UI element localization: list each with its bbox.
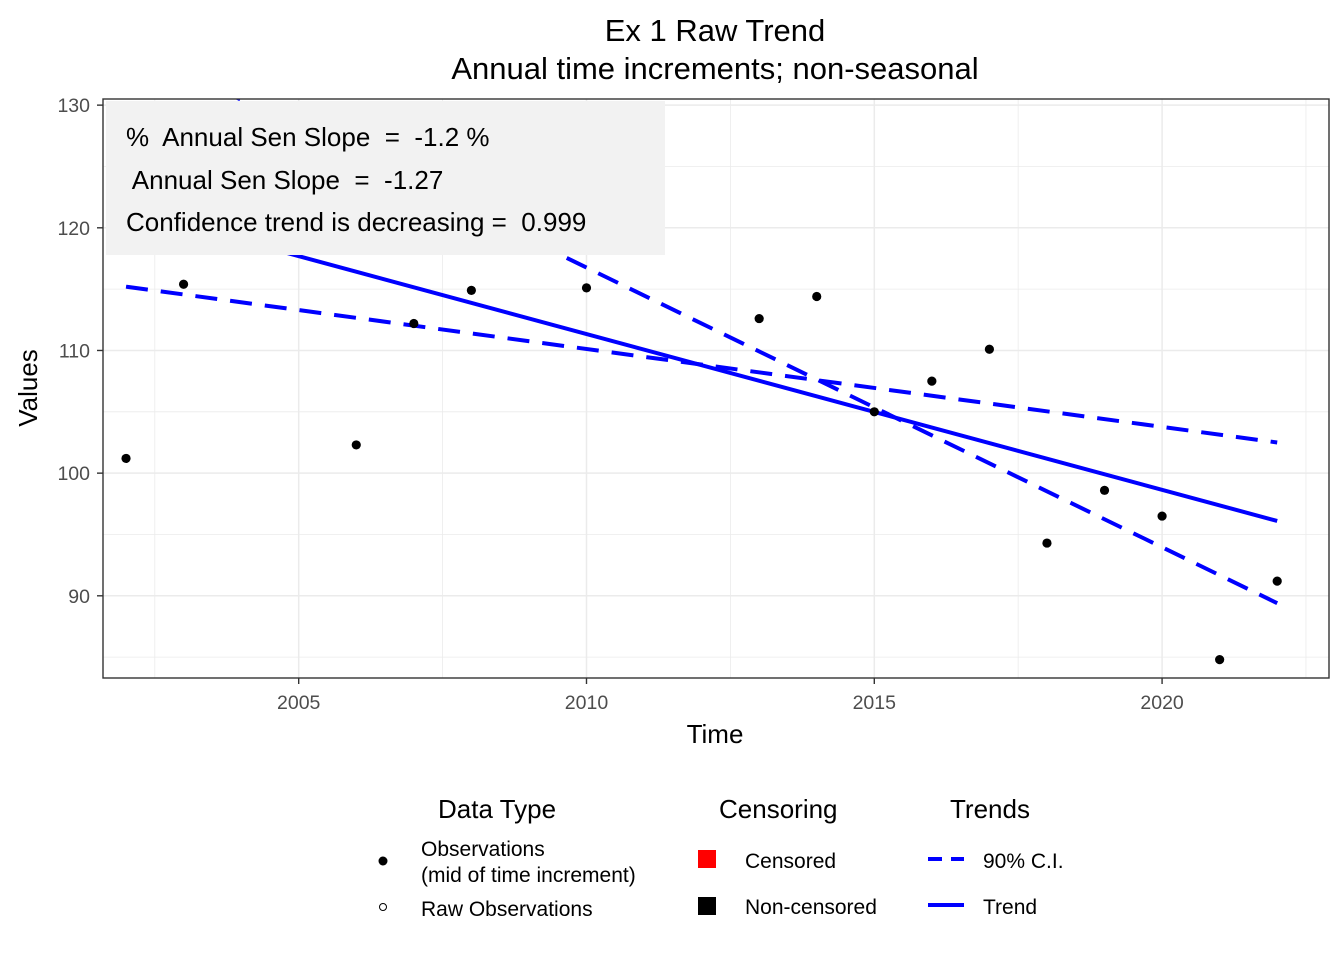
observation-point <box>121 453 131 464</box>
legend-data-type: Data Type Observations (mid of time incr… <box>378 794 636 921</box>
y-axis-title: Values <box>13 349 43 427</box>
observation-point <box>466 285 476 295</box>
annotation-line-1: % Annual Sen Slope = -1.2 % <box>126 122 490 152</box>
legend-censored-key <box>698 850 716 868</box>
legend-title-trends: Trends <box>950 794 1030 824</box>
annotation-line-2: Annual Sen Slope = -1.27 <box>126 165 443 195</box>
x-tick-label: 2005 <box>277 692 321 714</box>
legend-censoring: Censoring Censored Non-censored <box>698 794 877 919</box>
legend-censored-label: Censored <box>745 850 836 873</box>
legend-raw-observations-label: Raw Observations <box>421 898 593 921</box>
y-axis: 90 100 110 120 130 <box>57 95 103 608</box>
x-tick-label: 2020 <box>1140 692 1184 714</box>
y-tick-label: 120 <box>57 218 90 240</box>
legend-observations-label: Observations <box>421 838 545 861</box>
observation-point <box>1272 576 1282 586</box>
observation-point <box>869 407 879 417</box>
legend-observations-label-2: (mid of time increment) <box>421 864 636 887</box>
legend-ci-label: 90% C.I. <box>983 850 1064 873</box>
observation-point <box>1215 654 1225 665</box>
legend: Data Type Observations (mid of time incr… <box>378 794 1064 921</box>
x-tick-label: 2010 <box>565 692 609 714</box>
x-axis: 2005 2010 2015 2020 <box>277 678 1184 714</box>
y-tick-label: 110 <box>59 340 90 362</box>
observation-point <box>1099 485 1110 495</box>
chart-title: Ex 1 Raw Trend <box>605 13 826 48</box>
annotation-box: % Annual Sen Slope = -1.2 % Annual Sen S… <box>106 101 665 255</box>
legend-title-data-type: Data Type <box>438 794 556 824</box>
observation-point <box>984 344 995 354</box>
observation-points <box>121 279 1282 665</box>
observation-point <box>409 318 419 329</box>
legend-trend-label: Trend <box>983 896 1037 919</box>
legend-observations-key <box>378 856 388 866</box>
chart-subtitle: Annual time increments; non-seasonal <box>451 51 978 86</box>
observation-point <box>1157 511 1167 521</box>
legend-title-censoring: Censoring <box>719 794 838 824</box>
annotation-line-3: Confidence trend is decreasing = 0.999 <box>126 207 586 237</box>
y-tick-label: 100 <box>57 463 90 485</box>
legend-raw-observations-key <box>379 903 387 911</box>
legend-non-censored-label: Non-censored <box>745 896 877 919</box>
legend-trends: Trends 90% C.I. Trend <box>928 794 1064 919</box>
observation-point <box>1042 538 1052 548</box>
y-tick-label: 90 <box>68 586 90 608</box>
panel-border <box>102 98 1330 679</box>
legend-non-censored-key <box>698 897 716 915</box>
observation-point <box>927 376 937 386</box>
x-axis-title: Time <box>687 719 744 749</box>
grid-minor <box>103 99 1329 678</box>
y-tick-label: 130 <box>57 95 90 117</box>
trend-line <box>125 207 1278 523</box>
observation-point <box>351 440 361 450</box>
observation-point <box>754 313 764 324</box>
observation-point <box>812 291 822 302</box>
observation-point <box>178 279 189 289</box>
annotation-background <box>106 101 665 255</box>
observation-point <box>581 283 592 293</box>
x-tick-label: 2015 <box>853 692 897 714</box>
